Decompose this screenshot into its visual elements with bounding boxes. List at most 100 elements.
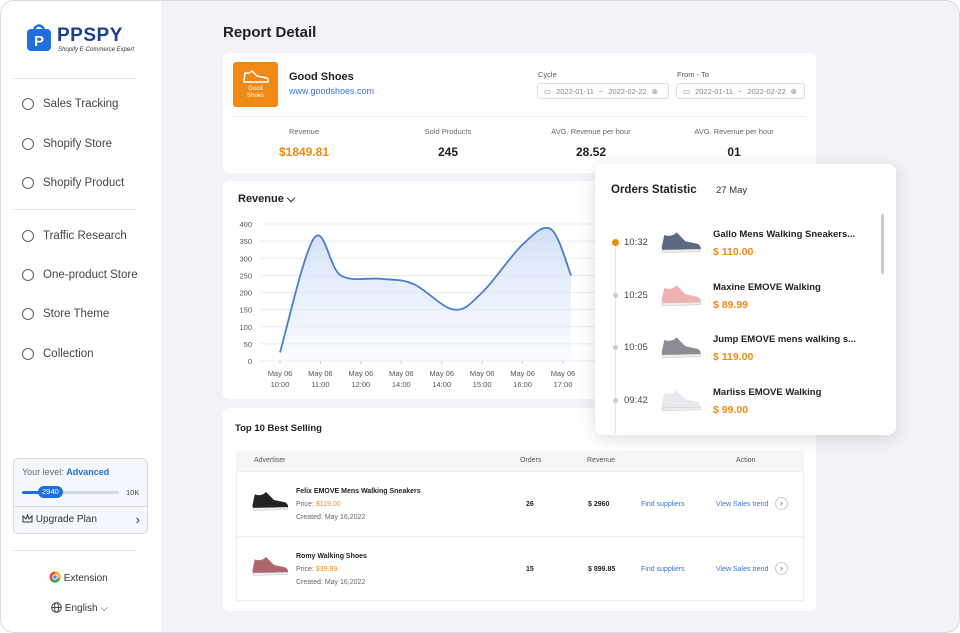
order-price: $ 119.00 (713, 351, 754, 363)
svg-text:P: P (34, 33, 44, 50)
x-tick-label: 10:00 (271, 380, 290, 389)
cycle-label: Cycle (538, 70, 557, 79)
product-image (252, 492, 289, 511)
upgrade-label: Upgrade Plan (35, 514, 97, 525)
stat-value: $1849.81 (278, 145, 330, 159)
orders-date: 27 May (716, 185, 748, 196)
progress-value: 2940 (38, 486, 63, 498)
stat-label: AVG. Revenue per hour (551, 127, 631, 136)
orders-panel: Orders Statistic 27 May 10:32 Gallo Mens … (595, 164, 896, 435)
x-tick-label: May 06 (389, 369, 414, 378)
x-tick-label: May 06 (429, 369, 454, 378)
x-tick-label: 14:00 (432, 380, 451, 389)
col-header: Action (736, 457, 756, 464)
price: $39.99 (315, 566, 338, 573)
nav-item[interactable]: Traffic Research (21, 229, 127, 243)
from-to-range[interactable]: ▭ 2022-01-11 ~2022-02-22 ⊗ (676, 83, 805, 99)
level-value: Advanced (66, 467, 110, 477)
nav-label: Store Theme (43, 308, 110, 320)
order-time: 10:25 (624, 289, 648, 301)
order-time: 09:42 (624, 394, 648, 406)
cycle-end: 2022-02-22 (608, 86, 647, 96)
sidebar: P PPSPY Shopify E-Commerce Expert Sales … (1, 1, 161, 632)
store-logo-text: Good Shoes (246, 86, 264, 99)
price-line: Price: $39.99 (296, 566, 337, 573)
x-tick-label: May 06 (349, 369, 374, 378)
nav-item[interactable]: Shopify Store (21, 137, 112, 151)
stat: AVG. Revenue per hour 01 (659, 127, 809, 159)
revenue: $ 2960 (588, 501, 610, 508)
x-tick-label: 12:00 (351, 380, 370, 389)
product-image (661, 337, 701, 358)
logo-text: PPSPY (57, 25, 123, 46)
nav-item[interactable]: One-product Store (21, 268, 138, 282)
order-time: 10:32 (624, 237, 648, 248)
created: May 16,2022 (324, 514, 366, 521)
stat-label: Sold Products (424, 127, 472, 136)
x-tick-label: May 06 (268, 369, 293, 378)
to-date: 2022-02-22 (747, 86, 786, 96)
nav-item[interactable]: Store Theme (21, 307, 109, 321)
y-tick-label: 200 (239, 289, 252, 298)
stat-label: AVG. Revenue per hour (694, 127, 774, 136)
col-header: Revenue (587, 457, 616, 464)
nav-label: Sales Tracking (43, 98, 119, 110)
table-row: Felix EMOVE Mens Walking Sneakers Price: … (236, 471, 804, 536)
upgrade-button[interactable]: Upgrade Plan › (22, 512, 142, 527)
scrollbar[interactable] (881, 214, 884, 274)
progress-max: 10K (126, 488, 140, 497)
level-label: Your level: (22, 467, 64, 477)
from-to-label: From - To (677, 70, 709, 79)
revenue-dropdown[interactable]: Revenue ⌵ (238, 193, 296, 205)
x-tick-label: 16:00 (513, 380, 532, 389)
timeline-dot (613, 397, 618, 403)
x-tick-label: 17:00 (554, 380, 573, 389)
store-card: Good Shoes Good Shoes www.goodshoes.com … (223, 53, 816, 173)
y-tick-label: 100 (239, 323, 252, 332)
range-sep: ~ (598, 86, 604, 96)
nav-label: Traffic Research (43, 230, 127, 242)
order-name: Maxine EMOVE Walking (713, 281, 821, 293)
created-line: Created: May 16,2022 (296, 579, 365, 586)
view-sales-trend[interactable]: View Sales trend (716, 566, 769, 573)
row-arrow[interactable]: › (775, 562, 788, 575)
nav-item[interactable]: Sales Tracking (21, 97, 118, 111)
find-suppliers[interactable]: Find suppliers (641, 566, 685, 573)
view-sales-trend[interactable]: View Sales trend (716, 501, 769, 508)
revenue: $ 899.85 (588, 566, 616, 573)
col-header: Orders (520, 457, 542, 464)
order-item: 10:32 Gallo Mens Walking Sneakers... $ 110… (595, 216, 895, 268)
order-name: Jump EMOVE mens walking s... (713, 334, 857, 345)
nav-item[interactable]: Collection (21, 347, 94, 361)
product-image (661, 232, 701, 253)
nav-item[interactable]: Shopify Product (21, 176, 124, 190)
stat-value: 01 (727, 145, 741, 159)
progress-track (22, 491, 119, 494)
stat: Revenue $1849.81 (229, 127, 379, 159)
language-label: English (64, 603, 98, 614)
stat: AVG. Revenue per hour 28.52 (516, 127, 666, 159)
created-label: Created: (296, 579, 323, 586)
nav-label: Shopify Product (43, 177, 125, 189)
extension-link[interactable]: Extension (49, 571, 108, 584)
store-url[interactable]: www.goodshoes.com (289, 86, 375, 96)
table-header: Advertiser Orders Revenue Action (236, 451, 804, 471)
line-area (280, 227, 572, 361)
y-tick-label: 300 (239, 254, 252, 263)
find-suppliers[interactable]: Find suppliers (641, 501, 685, 508)
timeline-dot (612, 239, 619, 246)
y-tick-label: 250 (239, 271, 252, 280)
x-tick-label: May 06 (551, 369, 576, 378)
created-line: Created: May 16,2022 (296, 514, 365, 521)
logo-icon: P (27, 24, 51, 51)
range-sep: ~ (737, 86, 743, 96)
row-arrow[interactable]: › (775, 497, 788, 510)
orders: 26 (526, 501, 534, 508)
cycle-range[interactable]: ▭ 2022-01-11 ~2022-02-22 ⊗ (537, 83, 669, 99)
language-select[interactable]: English ⌵ (51, 602, 108, 614)
order-price: $ 110.00 (713, 246, 754, 258)
product-image (252, 557, 289, 576)
y-tick-label: 350 (239, 237, 252, 246)
progress-fill (22, 491, 50, 494)
